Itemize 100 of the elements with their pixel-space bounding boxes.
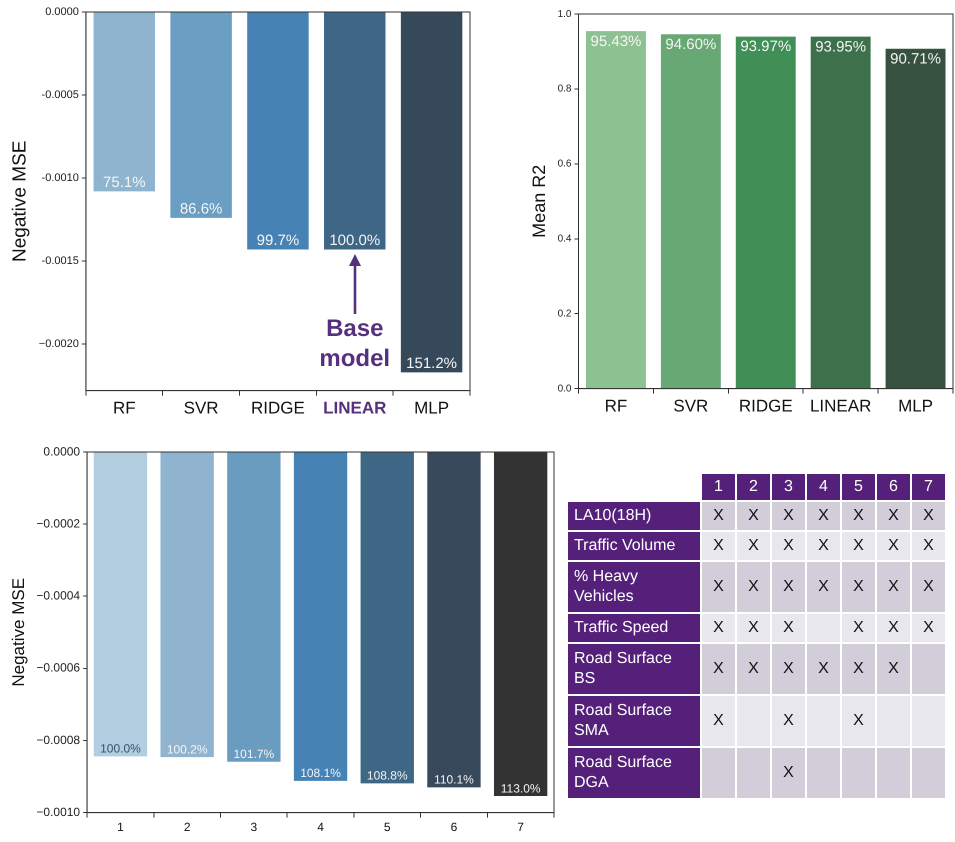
data-label: 94.60% [665, 36, 716, 53]
bar [886, 48, 946, 388]
y-tick-label: Road Surface SMA [574, 702, 672, 739]
annotation: 101.7% [234, 747, 275, 762]
text: X [783, 660, 794, 677]
text: X [748, 507, 759, 524]
data-label: 90.71% [890, 50, 941, 68]
text: X [748, 578, 759, 595]
bar [586, 31, 646, 388]
text: X [818, 660, 829, 677]
x-tick-label: 6 [877, 474, 910, 500]
y-tick-label: 0.0000 [45, 6, 79, 18]
annotation: Base model [319, 315, 390, 372]
x-tick-label: 3 [772, 474, 805, 500]
data-label: 95.43% [590, 32, 642, 50]
text: X [818, 537, 829, 554]
text: X [888, 537, 899, 554]
y-tick-label: −0.0004 [36, 588, 80, 603]
data-label: 93.97% [740, 38, 792, 56]
text: X [853, 578, 864, 595]
text: X [818, 507, 829, 524]
text: X [783, 619, 794, 636]
text: X [783, 537, 794, 554]
annotation: 108.1% [300, 766, 342, 780]
y-tick-label: 1.0 [558, 8, 572, 20]
text: X [713, 619, 724, 636]
y-tick-label: 0.8 [558, 84, 572, 95]
text: X [923, 537, 934, 554]
y-tick-label: −0.0006 [36, 660, 80, 675]
text: X [923, 507, 934, 524]
annotation: 100.0% [100, 742, 142, 756]
y-tick-label: Road Surface BS [574, 650, 672, 687]
text: X [713, 712, 724, 729]
text: X [818, 578, 829, 595]
x-tick-label: RF [112, 398, 136, 418]
text: X [748, 537, 759, 554]
bar [660, 34, 721, 388]
x-tick-label: MLP [898, 396, 934, 416]
annotation: 100.0% [329, 232, 380, 250]
x-tick-label: 5 [384, 820, 391, 834]
y-axis-title: Negative MSE [10, 140, 31, 262]
y-axis-title: Negative MSE [8, 578, 28, 687]
x-tick-label: 1 [117, 820, 124, 834]
x-tick-label: LINEAR [323, 398, 386, 418]
annotation: 151.2% [406, 354, 458, 372]
bar [736, 36, 796, 388]
text: X [923, 578, 934, 595]
y-tick-label: LA10(18H) [574, 507, 652, 524]
data-label: 93.95% [815, 38, 866, 56]
y-tick-label: Road Surface DGA [574, 754, 672, 791]
x-tick-label: 1 [702, 474, 735, 500]
text: X [783, 578, 794, 595]
x-tick-label: 5 [842, 474, 875, 500]
text: X [888, 507, 899, 524]
x-tick-label: 2 [737, 474, 770, 500]
y-axis-title: Mean R2 [528, 164, 549, 238]
text: X [888, 619, 899, 636]
x-tick-label: 4 [807, 474, 840, 500]
y-tick-label: -0.0005 [42, 89, 79, 102]
x-tick-label: 7 [912, 474, 945, 500]
annotation: 113.0% [500, 781, 541, 796]
x-tick-label: RIDGE [251, 398, 305, 418]
annotation: 86.6% [180, 200, 222, 218]
text: X [783, 507, 794, 524]
text: X [713, 537, 724, 554]
annotation: 100.2% [166, 742, 208, 756]
x-tick-label: 7 [517, 820, 524, 834]
text: X [853, 712, 864, 729]
text: X [748, 660, 759, 677]
annotation: 99.7% [256, 232, 300, 250]
x-tick-label: 2 [184, 820, 191, 834]
x-tick-label: 6 [450, 820, 458, 834]
annotation: 108.8% [366, 768, 408, 783]
text: X [888, 578, 899, 595]
text: X [853, 507, 864, 524]
text: X [783, 764, 794, 781]
text: X [923, 619, 934, 636]
bar [810, 36, 871, 388]
y-tick-label: 0.0 [558, 383, 572, 394]
y-tick-label: Traffic Volume [574, 537, 676, 554]
x-tick-label: RIDGE [738, 396, 793, 416]
x-tick-label: SVR [184, 398, 219, 418]
annotation: 75.1% [103, 174, 146, 191]
text: X [853, 660, 864, 677]
y-tick-label: Traffic Speed [574, 619, 668, 636]
text: X [853, 619, 864, 636]
x-tick-label: RF [604, 396, 628, 416]
x-tick-label: 4 [317, 820, 324, 834]
text: X [748, 619, 759, 636]
x-tick-label: 3 [250, 820, 258, 834]
y-tick-label: −0.0020 [38, 338, 79, 350]
x-tick-label: LINEAR [810, 396, 872, 416]
y-tick-label: 0.6 [558, 158, 572, 170]
text: X [713, 507, 724, 524]
text: X [713, 578, 724, 595]
y-tick-label: -0.0015 [42, 255, 79, 268]
y-tick-label: 0.2 [558, 308, 572, 320]
y-tick-label: -0.0010 [42, 172, 79, 184]
text: X [713, 660, 724, 677]
text: X [888, 660, 899, 677]
